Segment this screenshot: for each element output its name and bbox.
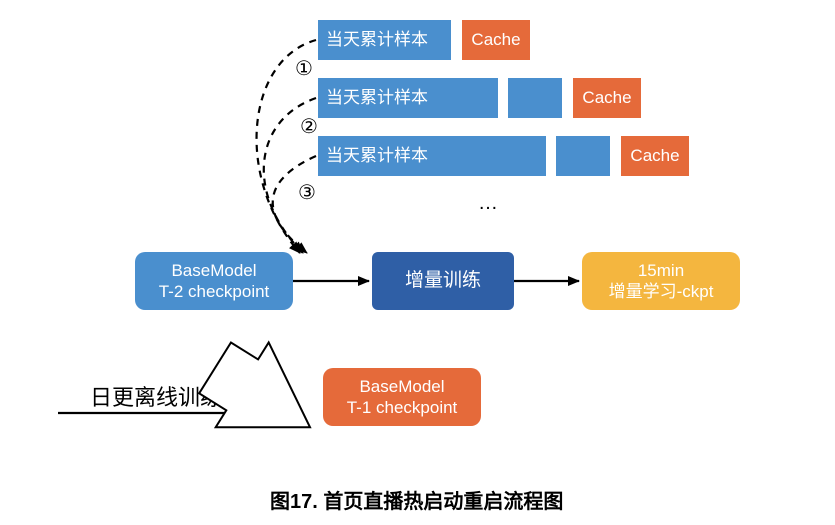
circle-num-1: ① [295,56,313,81]
incremental-training-label: 增量训练 [405,269,481,293]
sample-row-3-cache-label: Cache [630,145,679,166]
basemodel-t2-line1: BaseModel [171,261,256,280]
sample-row-3-sample: 当天累计样本 [318,136,546,176]
sample-row-2-sample: 当天累计样本 [318,78,498,118]
ckpt-15min: 15min 增量学习-ckpt [582,252,740,310]
ckpt-15min-line2: 增量学习-ckpt [609,282,714,301]
circle-num-2-text: ② [300,116,318,138]
sample-row-3-cache: Cache [621,136,689,176]
incremental-training: 增量训练 [372,252,514,310]
basemodel-t2: BaseModel T-2 checkpoint [135,252,293,310]
basemodel-t2-line2: T-2 checkpoint [159,282,270,301]
basemodel-t1-line2: T-1 checkpoint [347,398,458,417]
circle-num-3: ③ [298,180,316,205]
basemodel-t2-text: BaseModel T-2 checkpoint [159,260,270,303]
offline-training-label: 日更离线训练 [90,380,222,412]
sample-row-3-blank [556,136,610,176]
sample-row-3-sample-label: 当天累计样本 [326,145,428,166]
figure-caption: 图17. 首页直播热启动重启流程图 [270,485,563,514]
sample-row-1-cache: Cache [462,20,530,60]
ckpt-15min-line1: 15min [638,261,684,280]
circle-num-1-text: ① [295,58,313,80]
sample-row-2-cache: Cache [573,78,641,118]
ckpt-15min-text: 15min 增量学习-ckpt [609,260,714,303]
basemodel-t1-line1: BaseModel [359,377,444,396]
sample-row-2-sample-label: 当天累计样本 [326,87,428,108]
figure-caption-text: 图17. 首页直播热启动重启流程图 [270,491,563,513]
sample-row-1-sample-label: 当天累计样本 [326,29,428,50]
circle-num-3-text: ③ [298,182,316,204]
circle-num-2: ② [300,114,318,139]
sample-row-1-cache-label: Cache [471,29,520,50]
offline-training-label-text: 日更离线训练 [90,385,222,410]
ellipsis: … [478,192,498,215]
sample-row-2-cache-label: Cache [582,87,631,108]
sample-row-1-sample: 当天累计样本 [318,20,451,60]
basemodel-t1-text: BaseModel T-1 checkpoint [347,376,458,419]
ellipsis-text: … [478,192,498,214]
basemodel-t1: BaseModel T-1 checkpoint [323,368,481,426]
sample-row-2-blank [508,78,562,118]
